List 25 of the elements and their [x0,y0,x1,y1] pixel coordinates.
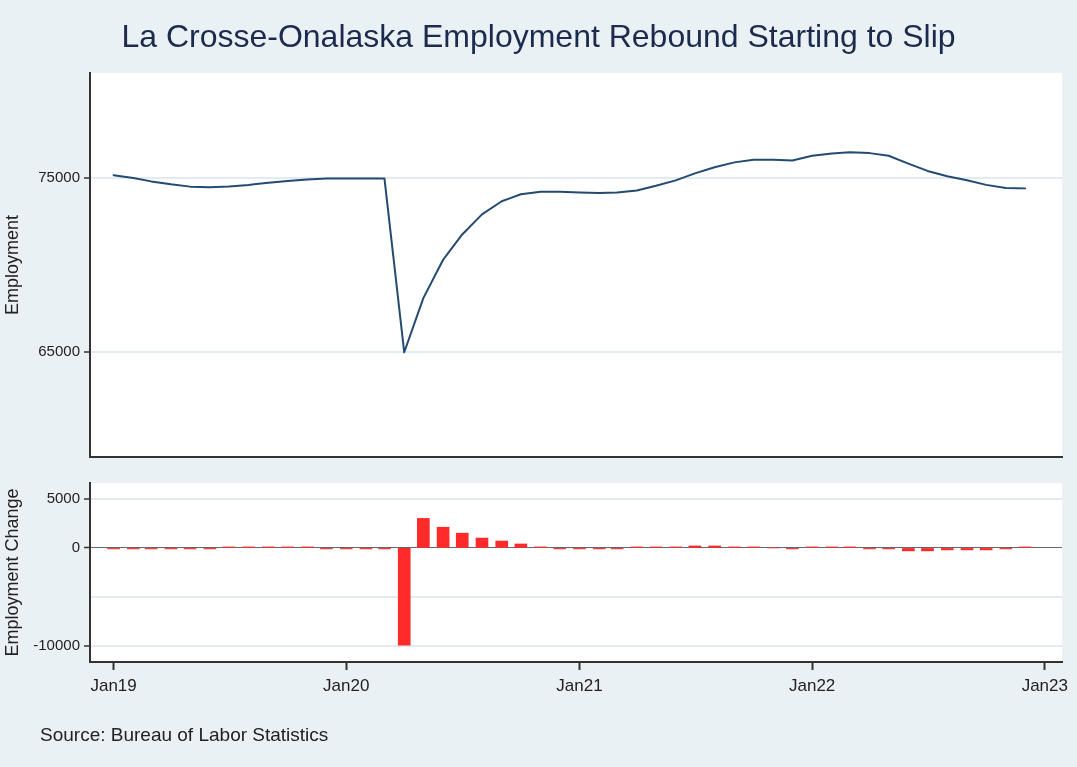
x-tick-label: Jan20 [323,675,370,695]
bar [514,543,528,548]
y-axis-title: Employment Change [1,488,22,657]
y-tick-label: 65000 [38,342,80,360]
bar [455,532,469,548]
bar [708,545,721,548]
bar [436,526,450,548]
y-tick-label: -10000 [33,636,80,654]
source-note: Source: Bureau of Labor Statistics [40,724,329,746]
bar [475,537,489,548]
y-tick-label: 5000 [46,488,80,506]
bar [940,548,954,551]
bar [495,540,509,548]
y-tick-label: 0 [71,538,80,556]
x-tick-label: Jan22 [788,675,836,695]
y-axis-title: Employment [1,214,22,316]
bar [921,548,934,552]
x-tick-label: Jan23 [1021,675,1068,695]
bar [417,518,430,548]
x-tick-label: Jan19 [90,675,137,695]
bar [902,548,915,552]
y-tick-label: 75000 [38,167,80,185]
bar [397,548,411,646]
x-tick-label: Jan21 [556,675,603,695]
chart-title: La Crosse-Onalaska Employment Rebound Starting to Slip [120,18,957,55]
